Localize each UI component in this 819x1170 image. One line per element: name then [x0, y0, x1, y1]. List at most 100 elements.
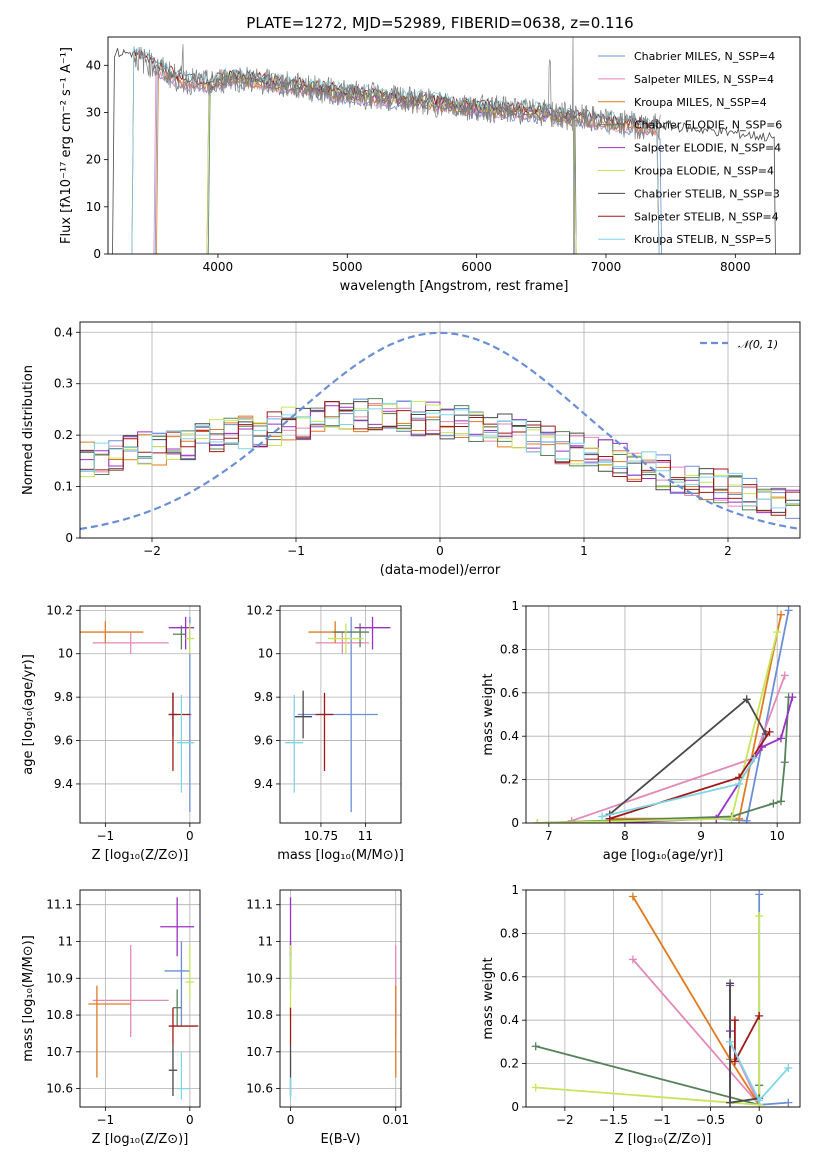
x-tick-label: 1: [580, 544, 588, 558]
weight-point-marker: [567, 816, 576, 823]
y-tick-label: 1: [511, 883, 519, 897]
panel-mass-vs-Z: −1 0 10.6 10.7 10.8 10.9 11 11.1 Z [log₁₀(Z/Z⊙)]…: [21, 889, 201, 1147]
x-tick-label: 0: [287, 1113, 295, 1127]
weight-series-line: [537, 697, 790, 823]
legend-entry: Chabrier ELODIE, N_SSP=6: [634, 119, 782, 132]
x-axis-label: (data-model)/error: [380, 563, 501, 578]
plot-area: [112, 37, 776, 254]
legend-entry: Salpeter MILES, N_SSP=4: [634, 73, 774, 86]
weight-point-marker: [755, 1096, 764, 1105]
y-tick-label: 20: [86, 153, 101, 167]
y-tick-label: 11: [58, 934, 73, 948]
x-tick-label: 7000: [591, 260, 622, 274]
errorbar-point: [315, 632, 369, 654]
y-tick-label: 0.8: [500, 926, 519, 940]
panel-mass-vs-EBV: 0 0.01 10.6 10.7 10.8 10.9 11 11.1 E(B-V): [246, 889, 409, 1147]
weight-point-marker: [788, 693, 797, 702]
x-tick-label: 6000: [461, 260, 492, 274]
residual-histogram: [80, 400, 800, 509]
weight-point-marker: [628, 955, 637, 964]
legend-entry: Chabrier STELIB, N_SSP=3: [634, 187, 780, 200]
weight-point-marker: [726, 979, 735, 988]
x-axis-label: wavelength [Angstrom, rest frame]: [340, 279, 569, 294]
x-axis-label: Z [log₁₀(Z/Z⊙)]: [92, 848, 189, 863]
panel-age-vs-mass: 10.75 11 9.4 9.6 9.8 10 10.2 mass [log₁₀(M/M⊙)]: [246, 603, 403, 863]
x-tick-label: −1.5: [599, 1113, 628, 1127]
y-tick-label: 0.6: [500, 686, 519, 700]
x-tick-label: 4000: [203, 260, 234, 274]
weight-series-line: [734, 1015, 760, 1062]
errorbar-point: [315, 692, 334, 771]
weight-point-marker: [755, 1011, 764, 1020]
x-tick-label: 0: [186, 829, 194, 843]
weight-point-marker: [784, 1063, 793, 1072]
x-tick-label: −1: [97, 1113, 115, 1127]
plot-area: [88, 897, 199, 1100]
y-tick-label: 0: [511, 816, 519, 830]
weight-point-marker: [784, 606, 793, 615]
axes-frame: [525, 605, 801, 824]
x-tick-label: 0.01: [382, 1113, 409, 1127]
x-tick-label: −2: [556, 1113, 574, 1127]
x-tick-label: −1: [97, 829, 115, 843]
legend-entry: Salpeter STELIB, N_SSP=4: [634, 210, 779, 223]
x-tick-label: 8: [621, 829, 629, 843]
weight-series-line: [632, 958, 761, 1106]
y-tick-label: 9.6: [254, 734, 273, 748]
y-tick-label: 11.1: [46, 898, 73, 912]
weight-point-marker: [598, 812, 607, 821]
weight-point-marker: [726, 1098, 735, 1107]
y-tick-label: 10.9: [246, 971, 273, 985]
y-tick-label: 10: [58, 647, 73, 661]
axes-frame: [525, 889, 801, 1108]
plot-area: [80, 616, 195, 813]
errorbar-point: [177, 694, 195, 793]
y-tick-label: 0: [65, 531, 73, 545]
y-tick-label: 10.2: [246, 603, 273, 617]
model-spectrum-line: [206, 71, 577, 254]
weight-point-marker: [755, 890, 764, 899]
errorbar-point: [172, 989, 182, 1027]
plot-area: [80, 331, 800, 531]
plot-area: [289, 897, 397, 1100]
x-tick-label: 0: [186, 1113, 194, 1127]
errorbar-point: [185, 945, 195, 1001]
y-tick-label: 0.4: [500, 1013, 519, 1027]
axes-frame: [79, 321, 801, 539]
x-axis-label: age [log₁₀(age/yr)]: [603, 848, 724, 863]
weight-point-marker: [765, 727, 774, 736]
y-tick-label: 30: [86, 105, 101, 119]
errorbar-point: [172, 625, 186, 650]
legend-entry: Salpeter ELODIE, N_SSP=4: [634, 142, 781, 155]
y-axis-label: Flux [fλ10⁻¹⁷ erg cm⁻² s⁻¹ A⁻¹]: [59, 47, 74, 244]
y-tick-label: 1: [511, 599, 519, 613]
y-axis-label: mass [log₁₀(M/M⊙)]: [21, 935, 36, 1062]
y-tick-label: 10.8: [46, 1008, 73, 1022]
weight-series-line: [609, 731, 771, 820]
weight-point-marker: [727, 814, 736, 823]
y-tick-label: 9.6: [54, 734, 73, 748]
errorbar-point: [168, 1044, 178, 1096]
y-tick-label: 10.7: [246, 1045, 273, 1059]
x-tick-label: −1: [287, 544, 305, 558]
model-spectrum-line: [131, 45, 660, 254]
gaussian-curve: [80, 331, 800, 531]
weight-point-marker: [755, 912, 764, 921]
x-tick-label: 0: [755, 1113, 763, 1127]
legend: Chabrier MILES, N_SSP=4 Salpeter MILES, N…: [598, 50, 782, 246]
y-tick-label: 10.6: [246, 1082, 273, 1096]
x-tick-label: −2: [143, 544, 161, 558]
y-tick-label: 0: [511, 1100, 519, 1114]
x-tick-label: 7: [545, 829, 553, 843]
weight-point-marker: [773, 628, 782, 637]
weight-point-marker: [780, 671, 789, 680]
y-tick-label: 10.7: [46, 1045, 73, 1059]
x-axis-label: E(B-V): [320, 1132, 360, 1147]
x-axis-label: Z [log₁₀(Z/Z⊙)]: [615, 1132, 712, 1147]
weight-point-marker: [750, 753, 759, 762]
chart-title: PLATE=1272, MJD=52989, FIBERID=0638, z=0…: [246, 14, 633, 32]
axes-frame: [107, 36, 801, 255]
weight-point-marker: [533, 819, 542, 823]
y-tick-label: 10: [86, 200, 101, 214]
